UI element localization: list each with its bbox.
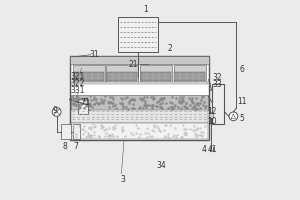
Bar — [118, 17, 158, 52]
Text: 2: 2 — [168, 44, 172, 53]
Text: 1: 1 — [143, 5, 148, 14]
Text: 331: 331 — [70, 86, 85, 95]
Bar — [73, 65, 105, 82]
Bar — [70, 56, 208, 140]
Bar — [140, 65, 172, 82]
Text: 71: 71 — [80, 98, 90, 107]
Text: 21: 21 — [128, 60, 138, 69]
Bar — [137, 62, 139, 66]
Bar — [173, 65, 206, 82]
Bar — [209, 112, 213, 118]
Text: 4: 4 — [202, 145, 207, 154]
Bar — [73, 72, 104, 81]
Text: 6: 6 — [239, 65, 244, 74]
Text: 322: 322 — [70, 79, 85, 88]
Bar — [70, 82, 208, 84]
Text: 31: 31 — [89, 50, 99, 59]
Bar — [174, 72, 205, 81]
Bar — [70, 95, 208, 110]
Text: 34: 34 — [156, 161, 166, 170]
Text: 3: 3 — [120, 175, 125, 184]
Text: 321: 321 — [70, 72, 85, 81]
Bar — [141, 72, 171, 81]
Bar — [133, 62, 136, 66]
Bar — [107, 72, 137, 81]
Text: 12: 12 — [207, 107, 217, 116]
Text: 11: 11 — [237, 97, 247, 106]
Bar — [70, 110, 208, 123]
Circle shape — [229, 112, 238, 121]
Text: 9: 9 — [52, 106, 57, 115]
Bar — [212, 84, 224, 124]
Bar — [70, 123, 208, 139]
Text: 32: 32 — [213, 73, 222, 82]
Bar — [70, 56, 208, 64]
Bar — [106, 65, 138, 82]
Bar — [73, 124, 80, 139]
Text: 7: 7 — [74, 142, 78, 151]
Text: 5: 5 — [239, 114, 244, 123]
Bar — [61, 124, 70, 139]
Bar — [78, 99, 88, 114]
Text: 33: 33 — [213, 80, 222, 89]
Circle shape — [52, 108, 61, 116]
Text: 8: 8 — [62, 142, 67, 151]
Text: 10: 10 — [207, 117, 217, 126]
Text: 41: 41 — [208, 145, 217, 154]
